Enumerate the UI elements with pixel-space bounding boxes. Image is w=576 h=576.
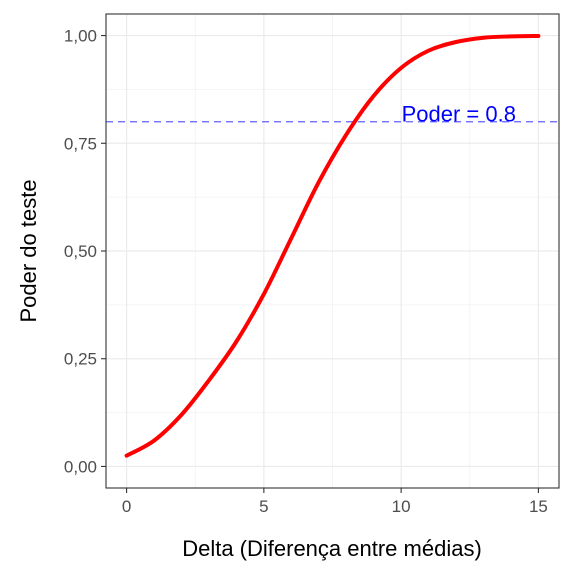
series-layer [124, 33, 541, 458]
y-tick-label: 0,50 [64, 242, 97, 261]
y-axis-title: Poder do teste [16, 179, 41, 322]
power-annotation-label: Poder = 0.8 [402, 101, 516, 126]
x-tick-label: 10 [392, 497, 411, 516]
y-axis-ticks: 0,00 0,25 0,50 0,75 1,00 [64, 27, 106, 476]
x-tick-label: 15 [529, 497, 548, 516]
x-tick-label: 0 [122, 497, 131, 516]
y-tick-label: 0,25 [64, 350, 97, 369]
y-tick-label: 1,00 [64, 27, 97, 46]
x-axis-title: Delta (Diferença entre médias) [182, 536, 482, 561]
x-axis-ticks: 0 5 10 15 [122, 488, 548, 516]
x-tick-label: 5 [259, 497, 268, 516]
major-grid [106, 14, 559, 488]
y-tick-label: 0,00 [64, 457, 97, 476]
power-curve-line [124, 33, 541, 458]
y-tick-label: 0,75 [64, 134, 97, 153]
annotation-layer: Poder = 0.8 [402, 101, 516, 126]
